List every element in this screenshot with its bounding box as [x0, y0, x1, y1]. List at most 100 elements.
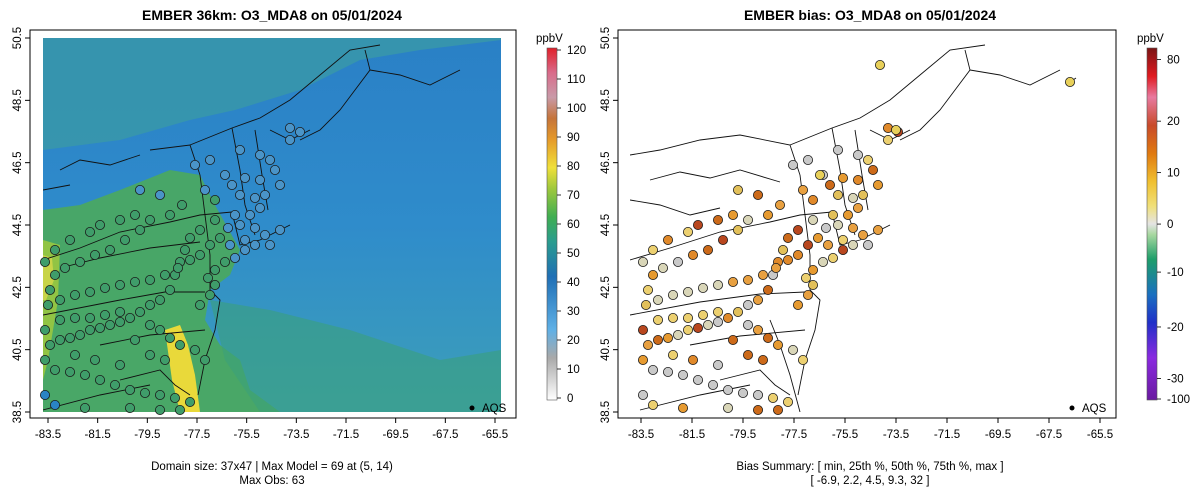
- station-marker: [209, 214, 220, 225]
- right-ytick-label: 42.5: [600, 276, 612, 298]
- station-marker: [164, 332, 175, 343]
- bias-marker: [833, 219, 844, 230]
- station-marker: [40, 324, 51, 335]
- station-marker: [249, 192, 260, 203]
- bias-marker: [808, 194, 819, 205]
- station-marker: [254, 149, 265, 160]
- bias-marker: [683, 226, 694, 237]
- station-marker: [269, 164, 280, 175]
- left-xtick-label: -67.5: [432, 429, 458, 441]
- bias-marker: [873, 224, 884, 235]
- station-marker: [134, 306, 145, 317]
- bias-marker: [728, 276, 739, 287]
- station-marker: [154, 389, 165, 400]
- bias-marker: [648, 244, 659, 255]
- bias-marker: [863, 239, 874, 250]
- bias-marker: [668, 349, 679, 360]
- bias-marker: [853, 202, 864, 213]
- bias-marker: [678, 369, 689, 380]
- station-marker: [249, 239, 260, 250]
- right-cbar-tick-label: -100: [1167, 394, 1190, 406]
- station-marker: [199, 354, 210, 365]
- station-marker: [85, 324, 96, 335]
- left-ytick-label: 40.5: [12, 338, 24, 360]
- station-marker: [55, 334, 66, 345]
- ocean-coastal-green: [210, 300, 501, 412]
- bias-marker: [743, 349, 754, 360]
- bias-marker: [838, 244, 849, 255]
- station-marker: [154, 189, 165, 200]
- station-marker: [65, 366, 76, 377]
- bias-marker: [653, 294, 664, 305]
- left-ytick-label: 42.5: [12, 276, 24, 298]
- bias-marker: [653, 314, 664, 325]
- bias-marker: [638, 324, 649, 335]
- bias-marker: [733, 306, 744, 317]
- left-cbar-tick-label: 110: [567, 74, 585, 86]
- bias-marker: [771, 262, 782, 273]
- bias-marker: [848, 192, 859, 203]
- bias-marker: [753, 324, 764, 335]
- left-colorbar: [546, 47, 558, 401]
- bias-marker: [858, 229, 869, 240]
- right-y-axis: 38.5 40.5 42.5 44.5 46.5 48.5 50.5: [600, 27, 618, 423]
- station-marker: [184, 254, 195, 265]
- bias-marker: [838, 172, 849, 183]
- station-marker: [294, 127, 305, 138]
- station-marker: [209, 279, 220, 290]
- station-marker: [110, 379, 121, 390]
- bias-marker: [738, 387, 749, 398]
- bias-marker: [663, 234, 674, 245]
- station-marker: [204, 289, 215, 300]
- right-x-axis: -83.5 -81.5 -79.5 -77.5 -75.5 -73.5 -71.5 -69.5…: [628, 418, 1113, 441]
- station-marker: [199, 184, 210, 195]
- station-marker: [164, 209, 175, 220]
- bias-marker: [733, 224, 744, 235]
- station-marker: [125, 312, 136, 323]
- bias-marker: [723, 312, 734, 323]
- station-marker: [249, 222, 260, 233]
- bias-marker: [793, 224, 804, 235]
- left-cbar-tick-label: 70: [567, 190, 580, 202]
- station-marker: [144, 214, 155, 225]
- bias-marker: [818, 256, 829, 267]
- left-cbar-tick-label: 90: [567, 132, 580, 144]
- station-marker: [154, 294, 165, 305]
- bias-marker: [768, 392, 779, 403]
- bias-marker: [788, 159, 799, 170]
- station-marker: [65, 332, 76, 343]
- right-ytick-label: 38.5: [600, 401, 612, 423]
- station-marker: [115, 359, 126, 370]
- station-marker: [85, 312, 96, 323]
- left-ytick-label: 48.5: [12, 89, 24, 111]
- left-panel: EMBER 36km: O3_MDA8 on 05/01/2024: [12, 7, 586, 487]
- right-xtick-label: -67.5: [1036, 429, 1062, 441]
- station-marker: [254, 202, 265, 213]
- bias-marker: [723, 384, 734, 395]
- station-marker: [95, 219, 106, 230]
- station-marker: [55, 294, 66, 305]
- station-marker: [70, 312, 81, 323]
- right-cbar-tick-label: 10: [1167, 168, 1180, 180]
- right-xtick-label: -73.5: [883, 429, 909, 441]
- station-marker: [194, 224, 205, 235]
- bias-marker: [823, 239, 834, 250]
- station-marker: [43, 299, 54, 310]
- bias-marker: [848, 222, 859, 233]
- station-marker: [144, 319, 155, 330]
- bias-marker: [783, 396, 794, 407]
- left-cbar-tick-label: 100: [567, 103, 586, 115]
- left-xtick-label: -73.5: [283, 429, 309, 441]
- bias-marker: [798, 184, 809, 195]
- station-marker: [274, 224, 285, 235]
- station-marker: [209, 194, 220, 205]
- bias-marker: [775, 199, 786, 210]
- station-marker: [184, 232, 195, 243]
- bias-marker: [801, 272, 812, 283]
- station-marker: [219, 169, 230, 180]
- left-cbar-tick-label: 80: [567, 161, 580, 173]
- bias-marker: [763, 284, 774, 295]
- bias-marker: [863, 154, 874, 165]
- station-marker: [226, 179, 237, 190]
- station-marker: [189, 159, 200, 170]
